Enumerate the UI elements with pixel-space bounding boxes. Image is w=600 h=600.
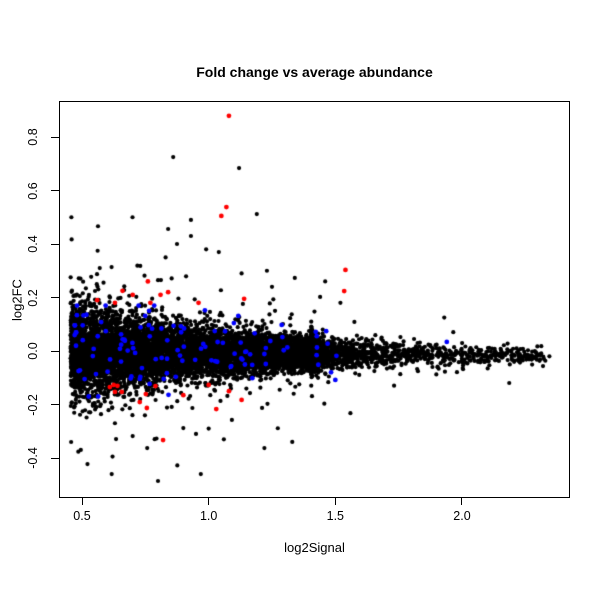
y-axis-tick-label: 0.4 [26,235,40,253]
x-axis-tick-label: 1.5 [326,509,345,523]
y-axis-tick-mark [51,190,59,191]
x-axis-tick-label: 1.0 [199,509,218,523]
y-axis-tick-label: -0.2 [26,393,40,416]
x-axis-tick-label: 0.5 [73,509,91,523]
scatter-points-canvas [59,101,570,498]
y-axis-label: log2FC [9,279,25,321]
y-axis-tick-label: 0.6 [26,181,40,200]
x-axis-tick-mark [81,497,83,505]
y-axis-tick-label: 0.8 [26,128,40,146]
x-axis-tick-mark [208,497,210,505]
y-axis-tick-mark [51,243,59,245]
y-axis-tick-mark [51,457,59,459]
y-axis-tick-mark [51,297,59,298]
chart-title: Fold change vs average abundance [196,64,433,80]
x-axis-tick-label: 2.0 [453,509,471,523]
x-axis-tick-mark [461,497,463,505]
y-axis-tick-label: 0.0 [26,342,40,360]
y-axis-tick-label: 0.2 [26,288,40,307]
y-axis-tick-mark [51,404,59,405]
x-axis-tick-mark [334,497,336,505]
y-axis-tick-mark [51,350,59,352]
y-axis-tick-label: -0.4 [26,447,40,469]
x-axis-label: log2Signal [284,540,345,555]
y-axis-tick-mark [51,136,59,138]
